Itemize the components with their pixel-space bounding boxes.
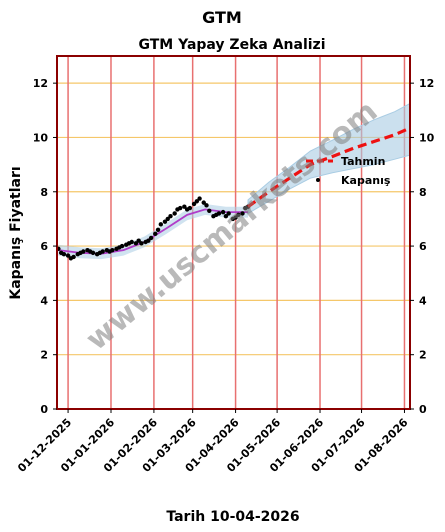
y-tick-label-right: 0 [419,403,427,416]
y-tick-label: 4 [40,294,48,307]
y-tick-label: 2 [40,349,48,362]
y-tick-label: 10 [33,131,49,144]
closing-point [223,214,229,219]
closing-point [233,215,238,220]
y-tick-label-right: 4 [419,294,427,307]
closing-point [81,249,86,254]
legend-closing-label: Kapanış [341,174,391,187]
y-ticks-left: 0 2 4 6 8 10 12 [33,77,57,416]
closing-point [65,253,71,258]
closing-point [139,241,144,246]
chart-title: GTM [202,8,242,27]
closing-point [110,247,115,253]
chart-subtitle: GTM Yapay Zeka Analizi [138,37,325,53]
closing-point [133,241,139,246]
closing-point [207,208,212,213]
y-tick-label-right: 6 [419,240,427,253]
closing-point [204,203,209,208]
closing-point [153,231,158,237]
trend-band [58,203,249,260]
y-tick-label-right: 10 [419,131,435,144]
closing-point [168,214,173,219]
closing-point [165,216,170,222]
x-ticks: 01-12-202501-01-202601-02-202601-03-2026… [15,409,411,475]
closing-point [136,238,141,243]
closing-point [155,227,161,232]
closing-point [191,201,197,207]
closing-point [61,252,67,257]
closing-point [182,204,187,209]
x-axis-label: Tarih 10-04-2026 [166,509,299,525]
closing-point [119,243,125,249]
y-ticks-right: 0 2 4 6 8 10 12 [410,77,435,416]
y-tick-label: 8 [40,186,48,199]
forecast-line [247,126,411,209]
plot-background [57,56,410,409]
closing-point [90,250,96,256]
y-tick-label-right: 2 [419,349,427,362]
closing-point [172,211,177,216]
closing-point [100,249,105,254]
closing-point [187,205,193,211]
y-tick-label-right: 8 [419,186,427,199]
y-tick-label: 0 [40,403,48,416]
closing-point [71,254,76,260]
closing-point [220,209,226,215]
legend-forecast-label: Tahmin [341,155,385,168]
forecast-path [247,126,411,209]
legend: Tahmin Kapanış [306,155,391,187]
closing-point [148,235,154,241]
plot-border [56,55,411,410]
closing-point [240,211,245,216]
closing-point [194,199,200,204]
y-tick-label: 12 [33,77,48,90]
closing-point [178,205,183,211]
closing-point [197,196,202,201]
closing-point [129,239,134,245]
closing-point [162,219,168,224]
closing-point [216,211,222,216]
closing-point [226,211,231,216]
closing-point [158,222,164,227]
y-axis-label: Kapanış Fiyatları [8,166,24,299]
closing-point [236,212,241,218]
y-tick-label: 6 [40,240,48,253]
closing-point [201,200,206,205]
closing-point [146,238,151,243]
legend-closing-swatch [316,178,320,182]
y-tick-label-right: 12 [419,77,434,90]
